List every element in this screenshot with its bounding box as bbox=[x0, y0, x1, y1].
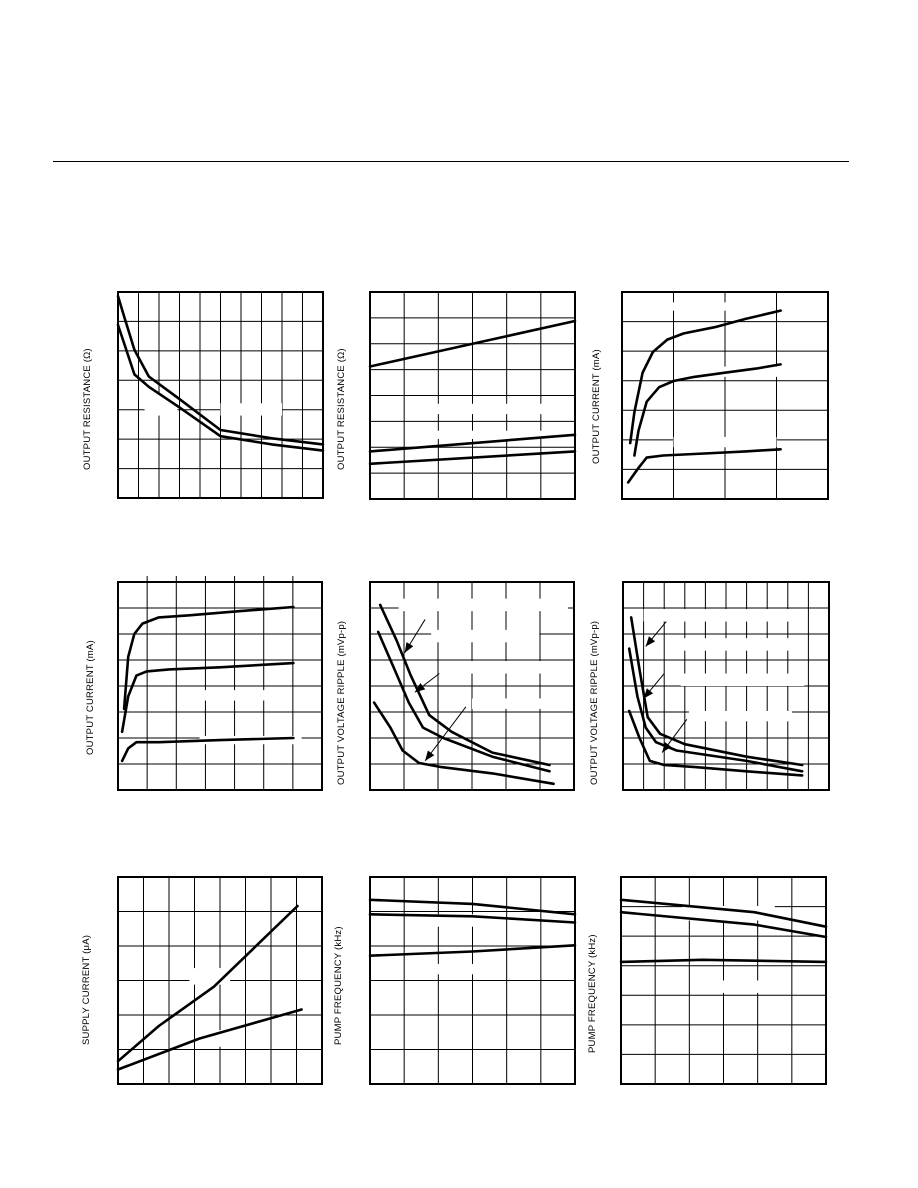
chart-panel-5: OUTPUT VOLTAGE RIPPLE (mVp-p) bbox=[0, 0, 590, 800]
chart-panel-7: SUPPLY CURRENT (μA) bbox=[0, 0, 330, 1100]
label-backdrop bbox=[195, 1030, 237, 1047]
series-line-3 bbox=[619, 958, 828, 964]
series-line-3 bbox=[368, 450, 577, 466]
series-line-2 bbox=[627, 647, 804, 773]
chart-svg bbox=[369, 581, 575, 791]
series-line-2 bbox=[633, 363, 782, 457]
chart-svg bbox=[117, 576, 323, 791]
label-backdrop bbox=[443, 661, 566, 674]
label-backdrop bbox=[682, 905, 775, 921]
callout-arrowhead bbox=[645, 636, 656, 647]
label-backdrop bbox=[680, 673, 805, 686]
page-header-rule bbox=[53, 161, 849, 162]
label-backdrop bbox=[431, 629, 540, 643]
chart-panel-6: OUTPUT VOLTAGE RIPPLE (mVp-p) bbox=[589, 581, 830, 791]
chart-svg bbox=[621, 291, 829, 500]
chart-svg bbox=[368, 291, 577, 500]
label-backdrop bbox=[431, 963, 504, 975]
plot-frame bbox=[117, 581, 323, 791]
chart-panel-8: PUMP FREQUENCY (kHz) bbox=[333, 876, 577, 1085]
label-backdrop bbox=[688, 710, 792, 722]
plot-frame bbox=[369, 291, 576, 500]
series-line-1 bbox=[628, 309, 782, 445]
callout-arrowhead bbox=[662, 742, 672, 753]
callout-arrowhead bbox=[414, 682, 426, 693]
label-backdrop bbox=[179, 690, 292, 701]
series-line-3 bbox=[626, 447, 782, 484]
series-line-1 bbox=[116, 294, 325, 446]
series-line-2 bbox=[368, 433, 577, 453]
chart-panel-3: OUTPUT CURRENT (mA) bbox=[0, 0, 840, 520]
label-backdrop bbox=[472, 698, 554, 709]
plot-frame bbox=[620, 876, 827, 1085]
plot-frame bbox=[117, 876, 323, 1085]
series-line-3 bbox=[627, 709, 804, 777]
series-line-2 bbox=[120, 661, 295, 734]
series-line-2 bbox=[376, 630, 551, 773]
label-backdrop bbox=[643, 609, 799, 622]
series-line-3 bbox=[120, 736, 295, 763]
chart-panel-9: PUMP FREQUENCY (kHz) bbox=[587, 876, 828, 1085]
plot-frame bbox=[621, 291, 829, 500]
plot-frame bbox=[117, 291, 324, 499]
callout-arrowhead bbox=[425, 750, 435, 761]
label-backdrop bbox=[398, 598, 568, 612]
label-backdrop bbox=[694, 366, 798, 377]
series-line-2 bbox=[619, 910, 828, 939]
series-line-2 bbox=[116, 323, 325, 452]
plot-frame bbox=[622, 581, 830, 791]
chart-svg bbox=[619, 876, 828, 1085]
callout-arrowhead bbox=[404, 642, 414, 653]
series-line-1 bbox=[368, 898, 577, 916]
label-backdrop bbox=[673, 436, 777, 448]
label-backdrop bbox=[634, 302, 758, 311]
chart-svg bbox=[622, 581, 830, 791]
series-line-1 bbox=[629, 616, 804, 767]
y-axis-label: PUMP FREQUENCY (kHz) bbox=[587, 934, 598, 1053]
plot-frame bbox=[369, 876, 576, 1085]
callout-arrowhead bbox=[643, 688, 654, 699]
series-line-2 bbox=[116, 1008, 303, 1071]
series-line-1 bbox=[116, 904, 299, 1063]
label-backdrop bbox=[421, 403, 545, 415]
label-backdrop bbox=[672, 638, 797, 651]
series-line-3 bbox=[368, 943, 577, 958]
label-backdrop bbox=[692, 980, 765, 993]
chart-svg bbox=[116, 291, 325, 499]
series-line-1 bbox=[378, 603, 551, 767]
series-line-1 bbox=[122, 605, 295, 711]
label-backdrop bbox=[431, 430, 555, 439]
chart-panel-4: OUTPUT CURRENT (mA) bbox=[0, 0, 330, 800]
plot-frame bbox=[369, 581, 575, 791]
series-line-2 bbox=[368, 912, 577, 924]
chart-svg bbox=[116, 876, 323, 1085]
grid bbox=[622, 292, 828, 499]
chart-panel-2: OUTPUT RESISTANCE (Ω) bbox=[0, 0, 590, 520]
series-line-3 bbox=[372, 701, 555, 786]
grid bbox=[370, 877, 575, 1084]
grid bbox=[370, 292, 575, 499]
chart-svg bbox=[368, 876, 577, 1085]
chart-panel-1: OUTPUT RESISTANCE (Ω) bbox=[0, 0, 330, 520]
series-line-1 bbox=[368, 319, 577, 368]
label-backdrop bbox=[220, 403, 282, 416]
callout-arrow-line bbox=[424, 706, 467, 762]
series-line-1 bbox=[619, 898, 828, 929]
